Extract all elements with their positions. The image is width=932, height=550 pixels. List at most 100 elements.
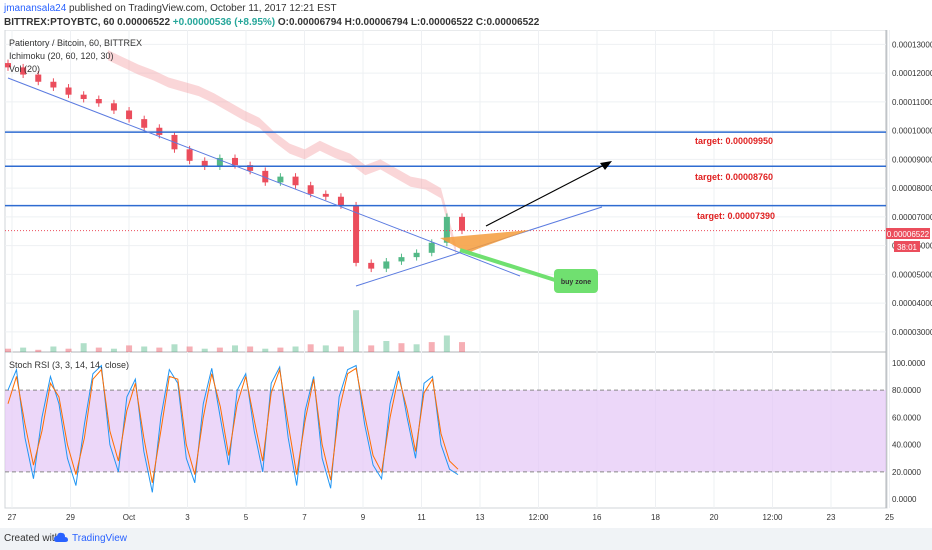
candle-body — [216, 157, 223, 167]
volume-bar — [20, 347, 27, 352]
volume-bar — [322, 345, 329, 352]
price-axis: 0.00013000 0.00012000 0.00011000 0.00010000… — [892, 40, 932, 337]
candle-body — [20, 67, 27, 75]
volume-bar — [398, 343, 405, 352]
candle-body — [5, 63, 11, 68]
time-tick-label: 12:00 — [762, 513, 783, 522]
volume-bar — [201, 348, 208, 352]
legend-vol: Vol (20) — [9, 64, 40, 74]
buy-zone-arrow — [459, 248, 556, 282]
candle-body — [95, 99, 102, 104]
volume-bar — [110, 348, 117, 352]
candle-body — [428, 242, 435, 253]
candle-body — [413, 252, 420, 258]
target-label-1: target: 0.00009950 — [695, 136, 773, 146]
publish-info: jmanansala24 published on TradingView.co… — [4, 3, 337, 14]
time-tick-label: 18 — [651, 513, 660, 522]
volume-bar — [232, 345, 238, 352]
price-tick-label: 0.00010000 — [892, 127, 932, 136]
candle-body — [353, 205, 360, 263]
rsi-tick-label: 0.0000 — [892, 495, 917, 504]
candle-body — [201, 160, 208, 167]
time-tick-label: 29 — [66, 513, 75, 522]
target-arrow-line — [485, 163, 607, 227]
volume-bar — [216, 347, 223, 352]
target-lines — [5, 131, 886, 232]
price-tick-label: 0.00004000 — [892, 299, 932, 308]
price-tick-label: 0.00011000 — [892, 98, 932, 107]
candle-body — [292, 176, 299, 186]
volume-bar — [413, 344, 420, 352]
footer: Created with TradingView — [0, 528, 932, 550]
time-tick-label: 16 — [593, 513, 602, 522]
volume-bar — [292, 346, 299, 352]
buy-zone-box — [554, 269, 598, 293]
candle-body — [337, 196, 344, 206]
countdown-tag — [894, 241, 920, 252]
volume-bar — [126, 345, 133, 352]
volume-bar — [307, 344, 314, 352]
candle-body — [398, 257, 405, 262]
high-label: H: — [344, 17, 356, 28]
candle-body — [50, 81, 57, 88]
ohlc-bar: BITTREX:PTOYBTC, 60 0.00006522 +0.000005… — [4, 17, 539, 28]
last-value: 0.00006522 — [117, 17, 171, 28]
high-value: 0.00006794 — [355, 17, 409, 28]
price-tick-label: 0.00003000 — [892, 328, 932, 337]
time-tick-label: 20 — [710, 513, 719, 522]
candle-body — [35, 74, 42, 82]
rsi-tick-label: 80.0000 — [892, 386, 921, 395]
volume-bar — [5, 348, 11, 352]
volume-bar — [80, 343, 87, 352]
created-with-text: Created with — [4, 533, 61, 544]
last-price-tag — [886, 228, 930, 239]
price-tick-label: 0.00009000 — [892, 155, 932, 164]
chart-canvas[interactable]: 0.00013000 0.00012000 0.00011000 0.00010000… — [0, 30, 932, 528]
low-label: L: — [410, 17, 421, 28]
volume-bar — [277, 347, 284, 352]
volume-bar — [383, 341, 390, 352]
target-label-2: target: 0.00008760 — [695, 172, 773, 182]
author-link[interactable]: jmanansala24 — [4, 3, 67, 14]
candle-body — [277, 176, 284, 183]
time-tick-label: 11 — [417, 513, 426, 522]
close-label: C: — [475, 17, 487, 28]
rsi-band — [5, 390, 886, 472]
price-tick-label: 0.00005000 — [892, 270, 932, 279]
time-axis: 27 29 Oct 3 5 7 9 11 13 12:00 16 18 20 12:00 23 25 — [8, 513, 895, 522]
last-price-tag-label: 0.00006522 — [887, 230, 930, 239]
candle-body — [459, 216, 465, 231]
volume-bar — [156, 347, 163, 352]
published-text: published on TradingView.com, October 11… — [69, 3, 337, 14]
candle-body — [383, 261, 390, 269]
time-tick-label: 13 — [476, 513, 485, 522]
price-tick-label: 0.00008000 — [892, 184, 932, 193]
rsi-series-line — [7, 367, 459, 483]
candle-body — [368, 262, 375, 269]
rsi-tick-label: 100.0000 — [892, 359, 926, 368]
time-tick-label: 12:00 — [528, 513, 549, 522]
candle-body — [141, 119, 148, 128]
volume-bar — [141, 346, 148, 352]
candle-body — [80, 94, 87, 99]
candle-body — [262, 170, 269, 183]
price-tick-label: 0.00013000 — [892, 40, 932, 49]
tradingview-link[interactable]: TradingView — [72, 533, 128, 544]
candle-body — [186, 149, 193, 161]
candle-body — [443, 216, 450, 243]
change-value: +0.00000536 (+8.95%) — [172, 17, 276, 28]
volume-bars — [5, 310, 465, 352]
candle-body — [322, 193, 329, 197]
volume-bar — [262, 348, 269, 352]
volume-bar — [337, 346, 344, 352]
candle-body — [65, 87, 72, 95]
volume-bar — [95, 347, 102, 352]
close-value: 0.00006522 — [486, 17, 540, 28]
volume-bar — [35, 349, 42, 352]
volume-bar — [428, 342, 435, 352]
volume-bar — [186, 346, 193, 352]
candle-body — [110, 103, 117, 111]
target-label-3: target: 0.00007390 — [697, 211, 775, 221]
time-tick-label: 25 — [885, 513, 894, 522]
low-value: 0.00006522 — [420, 17, 474, 28]
